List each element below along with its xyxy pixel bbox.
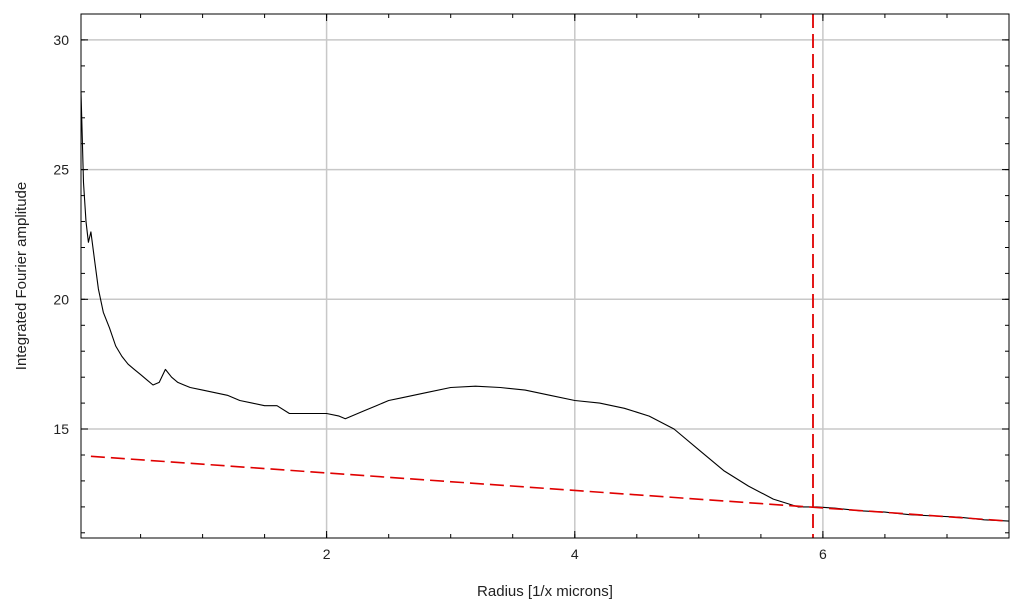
dashed-baseline-series: [90, 455, 1010, 522]
x-tick-label-2: 6: [819, 546, 827, 562]
y-tick-label-1: 20: [53, 291, 69, 307]
y-tick-label-3: 30: [53, 32, 69, 48]
series-layer: [80, 14, 1010, 538]
plot-frame: [80, 13, 1010, 539]
amplitude-curve-series: [80, 91, 1010, 522]
grid-lines: [81, 14, 1009, 538]
x-tick-label-0: 2: [323, 546, 331, 562]
y-axis-title: Integrated Fourier amplitude: [13, 182, 30, 370]
plot-background: [81, 14, 1009, 538]
x-tick-label-1: 4: [571, 546, 579, 562]
tick-labels: 2 4 6 15 20 25 30: [53, 32, 827, 562]
axis-ticks: [81, 13, 1010, 538]
x-axis-title: Radius [1/x microns]: [477, 583, 613, 600]
y-tick-label-2: 25: [53, 162, 69, 178]
y-tick-label-0: 15: [53, 421, 69, 437]
